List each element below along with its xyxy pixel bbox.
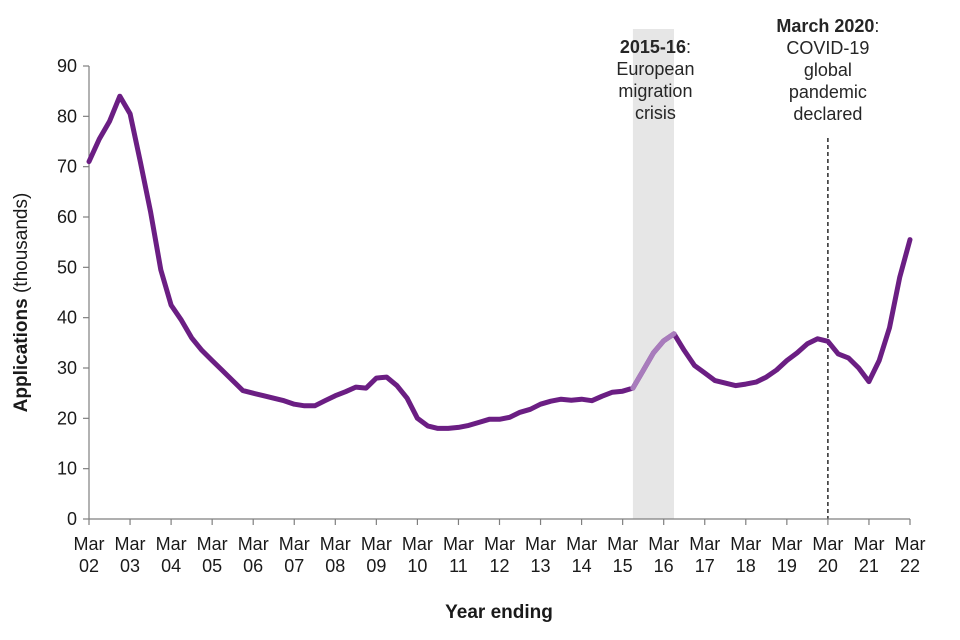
y-axis-title-rest: (thousands) [11, 193, 32, 299]
x-tick-label-month: Mar [853, 534, 884, 554]
x-tick-label-month: Mar [320, 534, 351, 554]
x-tick-label-year: 03 [120, 556, 140, 576]
annotation-text-rest: : [686, 37, 691, 57]
annotation-text: pandemic [789, 82, 867, 102]
annotation-text-rest: : [874, 16, 879, 36]
annotation-text: global [804, 60, 852, 80]
annotation-text: crisis [635, 103, 676, 123]
x-tick-label-month: Mar [197, 534, 228, 554]
x-tick-label-year: 06 [243, 556, 263, 576]
x-tick-label-year: 05 [202, 556, 222, 576]
annotation-text: European [616, 59, 694, 79]
x-tick-label-month: Mar [402, 534, 433, 554]
y-tick-label: 90 [57, 56, 77, 76]
y-tick-label: 80 [57, 106, 77, 126]
annotation-text-bold: March 2020 [776, 16, 874, 36]
x-tick-label-month: Mar [607, 534, 638, 554]
x-tick-label-month: Mar [771, 534, 802, 554]
series-line-highlight [630, 331, 677, 391]
x-tick-label-month: Mar [525, 534, 556, 554]
y-tick-label: 30 [57, 358, 77, 378]
y-axis-ticks: 0 10 20 30 40 50 60 70 80 90 [57, 56, 89, 529]
y-axis-title-bold: Applications [11, 298, 32, 412]
x-tick-label-month: Mar [812, 534, 843, 554]
x-tick-label-month: Mar [74, 534, 105, 554]
series-line [86, 93, 913, 431]
x-tick-label-month: Mar [115, 534, 146, 554]
x-tick-label-year: 22 [900, 556, 920, 576]
x-tick-label-month: Mar [443, 534, 474, 554]
x-tick-label-month: Mar [238, 534, 269, 554]
annotation-band [632, 29, 674, 519]
annotation-bands [632, 29, 674, 519]
y-tick-label: 40 [57, 308, 77, 328]
x-tick-label-month: Mar [156, 534, 187, 554]
x-tick-label-year: 13 [531, 556, 551, 576]
x-tick-label-year: 09 [366, 556, 386, 576]
x-axis-ticks: Mar02Mar03Mar04Mar05Mar06Mar07Mar08Mar09… [74, 519, 926, 576]
x-tick-label-month: Mar [484, 534, 515, 554]
axes [88, 66, 910, 520]
x-tick-label-month: Mar [361, 534, 392, 554]
annotation-text-bold: 2015-16 [620, 37, 686, 57]
x-tick-label-month: Mar [689, 534, 720, 554]
y-tick-label: 70 [57, 157, 77, 177]
y-tick-label: 20 [57, 408, 77, 428]
x-tick-label-year: 20 [818, 556, 838, 576]
x-tick-label-year: 18 [736, 556, 756, 576]
x-tick-label-year: 02 [79, 556, 99, 576]
series-lines [86, 93, 913, 431]
x-tick-label-year: 16 [654, 556, 674, 576]
x-tick-label-month: Mar [279, 534, 310, 554]
annotation-text: declared [793, 104, 862, 124]
x-tick-label-year: 08 [325, 556, 345, 576]
annotation-text: COVID-19 [786, 38, 869, 58]
x-tick-label-year: 12 [489, 556, 509, 576]
annotation-text: 2015-16: [620, 37, 691, 57]
x-tick-label-year: 17 [695, 556, 715, 576]
x-tick-label-year: 15 [613, 556, 633, 576]
y-tick-label: 0 [67, 509, 77, 529]
x-tick-label-year: 21 [859, 556, 879, 576]
x-tick-label-month: Mar [648, 534, 679, 554]
x-tick-label-year: 11 [449, 556, 468, 576]
y-tick-label: 50 [57, 257, 77, 277]
x-tick-label-year: 07 [284, 556, 304, 576]
x-tick-label-month: Mar [895, 534, 926, 554]
x-tick-label-month: Mar [730, 534, 761, 554]
x-tick-label-year: 10 [407, 556, 427, 576]
annotation-text: March 2020: [776, 16, 879, 36]
x-tick-label-year: 04 [161, 556, 181, 576]
x-tick-label-year: 19 [777, 556, 797, 576]
y-tick-label: 10 [57, 459, 77, 479]
y-axis-title: Applications (thousands) [11, 193, 32, 413]
annotation-text: migration [618, 81, 692, 101]
x-tick-label-year: 14 [572, 556, 592, 576]
x-tick-label-month: Mar [566, 534, 597, 554]
x-axis-title: Year ending [445, 602, 553, 623]
y-tick-label: 60 [57, 207, 77, 227]
